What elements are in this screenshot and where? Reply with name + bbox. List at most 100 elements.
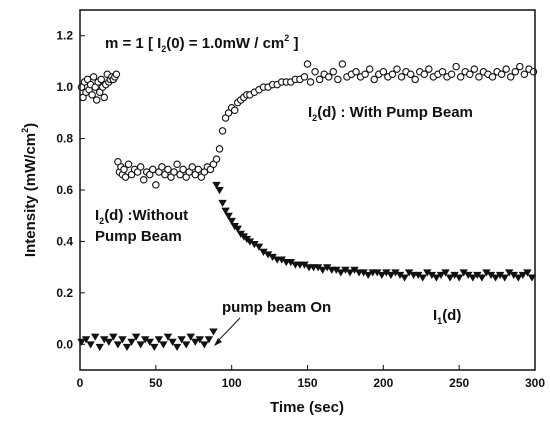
data-point [350,266,359,274]
data-point [527,274,537,282]
data-point [516,62,524,71]
data-point [482,269,491,277]
data-point [254,243,264,251]
data-point [159,341,168,349]
data-point [311,67,319,76]
data-point [104,338,114,346]
x-tick-label: 200 [373,376,393,390]
data-point [523,269,532,277]
data-point [139,175,148,184]
data-point [300,261,309,269]
data-point [168,338,177,346]
data-point [423,269,432,277]
data-point [121,173,130,181]
data-point [432,274,441,282]
data-point [286,259,296,267]
data-point [475,73,483,81]
data-point [158,163,166,171]
data-point [149,165,157,174]
data-point [100,93,109,102]
data-point [414,271,423,280]
without-pump-label-line2: Pump Beam [95,228,182,245]
data-point [473,271,482,280]
data-point [341,266,350,274]
data-point [95,343,104,352]
data-point [263,251,273,259]
data-point [245,238,255,246]
y-tick-label: 1.2 [56,29,73,43]
data-point [227,217,236,226]
data-point [221,207,230,215]
data-point [150,343,159,352]
data-point [215,145,224,153]
x-tick-label: 250 [449,376,469,390]
y-tick-label: 1.0 [56,80,73,94]
data-point [218,127,227,135]
data-point [127,338,136,346]
data-point [420,70,429,79]
data-point [377,271,387,280]
data-point [212,181,221,190]
data-point [400,274,409,282]
data-point [318,266,327,274]
data-point [514,274,523,282]
data-point [506,73,515,81]
data-point [136,341,145,349]
data-point [188,163,196,171]
data-point [100,336,109,344]
parameter-annotation: m = 1 [ I2(0) = 1.0mW / cm2 ] [105,33,298,54]
data-point [277,256,286,264]
data-point [509,271,518,280]
data-point [90,333,100,341]
data-point [518,271,528,280]
data-point [300,73,309,81]
data-point [172,343,182,352]
data-point [361,70,369,79]
data-point [324,73,333,81]
data-point [268,253,277,262]
data-point [386,271,396,280]
data-point [323,264,332,272]
data-point [303,60,312,68]
data-point [456,73,465,81]
data-point [177,336,186,344]
data-point [152,181,160,189]
data-point [209,328,218,336]
data-point [194,165,203,174]
x-axis-title: Time (sec) [270,399,344,416]
data-point [466,70,474,79]
data-point [86,341,95,349]
data-point [92,96,101,104]
data-point [427,271,437,280]
pump-on-arrowhead [214,338,222,346]
data-point [215,187,224,195]
data-point [191,338,200,346]
data-point [363,271,373,280]
data-point [486,271,496,280]
data-point [404,269,414,277]
data-point [204,336,214,344]
data-point [230,106,239,115]
data-point [141,336,150,344]
data-point [459,269,468,277]
data-point [505,269,514,277]
data-point [470,65,479,73]
data-point [329,67,338,76]
data-point [112,70,121,79]
data-point [391,269,400,277]
data-point [200,341,209,349]
x-tick-label: 150 [297,376,317,390]
data-point [218,199,227,208]
data-point [306,78,315,86]
y-tick-label: 0.6 [56,183,73,197]
data-point [500,274,509,282]
data-point [120,165,128,174]
data-point [315,75,324,84]
data-point [233,225,242,233]
data-point [464,271,473,280]
data-point [447,70,456,79]
data-point [186,333,195,341]
data-point [145,338,154,346]
pump-on-label: pump beam On [222,299,331,316]
